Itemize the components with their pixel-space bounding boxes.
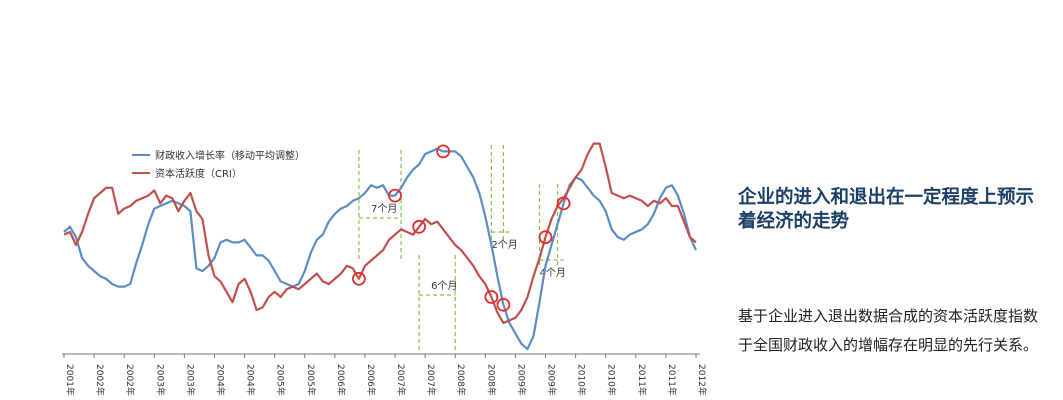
x-tick-label: 2012年	[696, 364, 708, 396]
x-tick-label: 2003年	[184, 364, 196, 396]
x-tick-label: 2009年	[546, 364, 558, 396]
series-line-cri	[63, 142, 697, 325]
x-tick-label: 2009年	[515, 364, 527, 396]
turning-point-marker	[388, 188, 402, 203]
turning-point-marker	[556, 196, 571, 211]
lead-label: 2个月	[491, 239, 517, 251]
legend-label-fiscal: 财政收入增长率（移动平均调整）	[155, 149, 305, 162]
x-tick-label: 2010年	[576, 364, 588, 396]
chart: 财政收入增长率（移动平均调整） 资本活跃度（CRI） 2001年 2002年 2002年…	[62, 142, 708, 396]
x-tick-label: 2010年	[606, 364, 618, 396]
series-line-fiscal	[63, 147, 697, 351]
x-tick-label: 2001年	[64, 364, 76, 396]
turning-point-marker	[412, 219, 427, 234]
x-tick-label: 2008年	[455, 364, 467, 396]
turning-point-marker	[436, 144, 451, 159]
x-tick-label: 2002年	[124, 364, 136, 396]
x-tick-label: 2006年	[335, 364, 347, 396]
headline: 企业的进入和退出在一定程度上预示着经济的走势	[738, 187, 1035, 232]
lead-label: 7个月	[371, 203, 397, 215]
lead-label: 4个月	[540, 267, 566, 279]
x-tick-label: 2011年	[666, 364, 678, 396]
x-tick-label: 2011年	[636, 364, 648, 396]
x-tick-label: 2004年	[245, 364, 257, 396]
x-tick-label: 2005年	[275, 364, 287, 396]
x-tick-label: 2005年	[305, 364, 317, 396]
description: 基于企业进入退出数据合成的资本活跃度指数于全国财政收入的增幅存在明显的先行关系。	[738, 307, 1039, 354]
x-tick-label: 2006年	[365, 364, 377, 396]
lead-label: 6个月	[431, 280, 457, 292]
x-tick-label: 2007年	[395, 364, 407, 396]
x-tick-label: 2004年	[214, 364, 226, 396]
turning-point-marker	[538, 230, 553, 245]
turning-point-marker	[352, 271, 366, 286]
turning-point-marker	[496, 297, 511, 312]
x-tick-label: 2007年	[425, 364, 437, 396]
legend-label-cri: 资本活跃度（CRI）	[155, 167, 242, 180]
x-tick-label: 2008年	[485, 364, 497, 396]
x-tick-label: 2002年	[94, 364, 106, 396]
turning-point-marker	[484, 290, 499, 304]
x-tick-label: 2003年	[154, 364, 166, 396]
